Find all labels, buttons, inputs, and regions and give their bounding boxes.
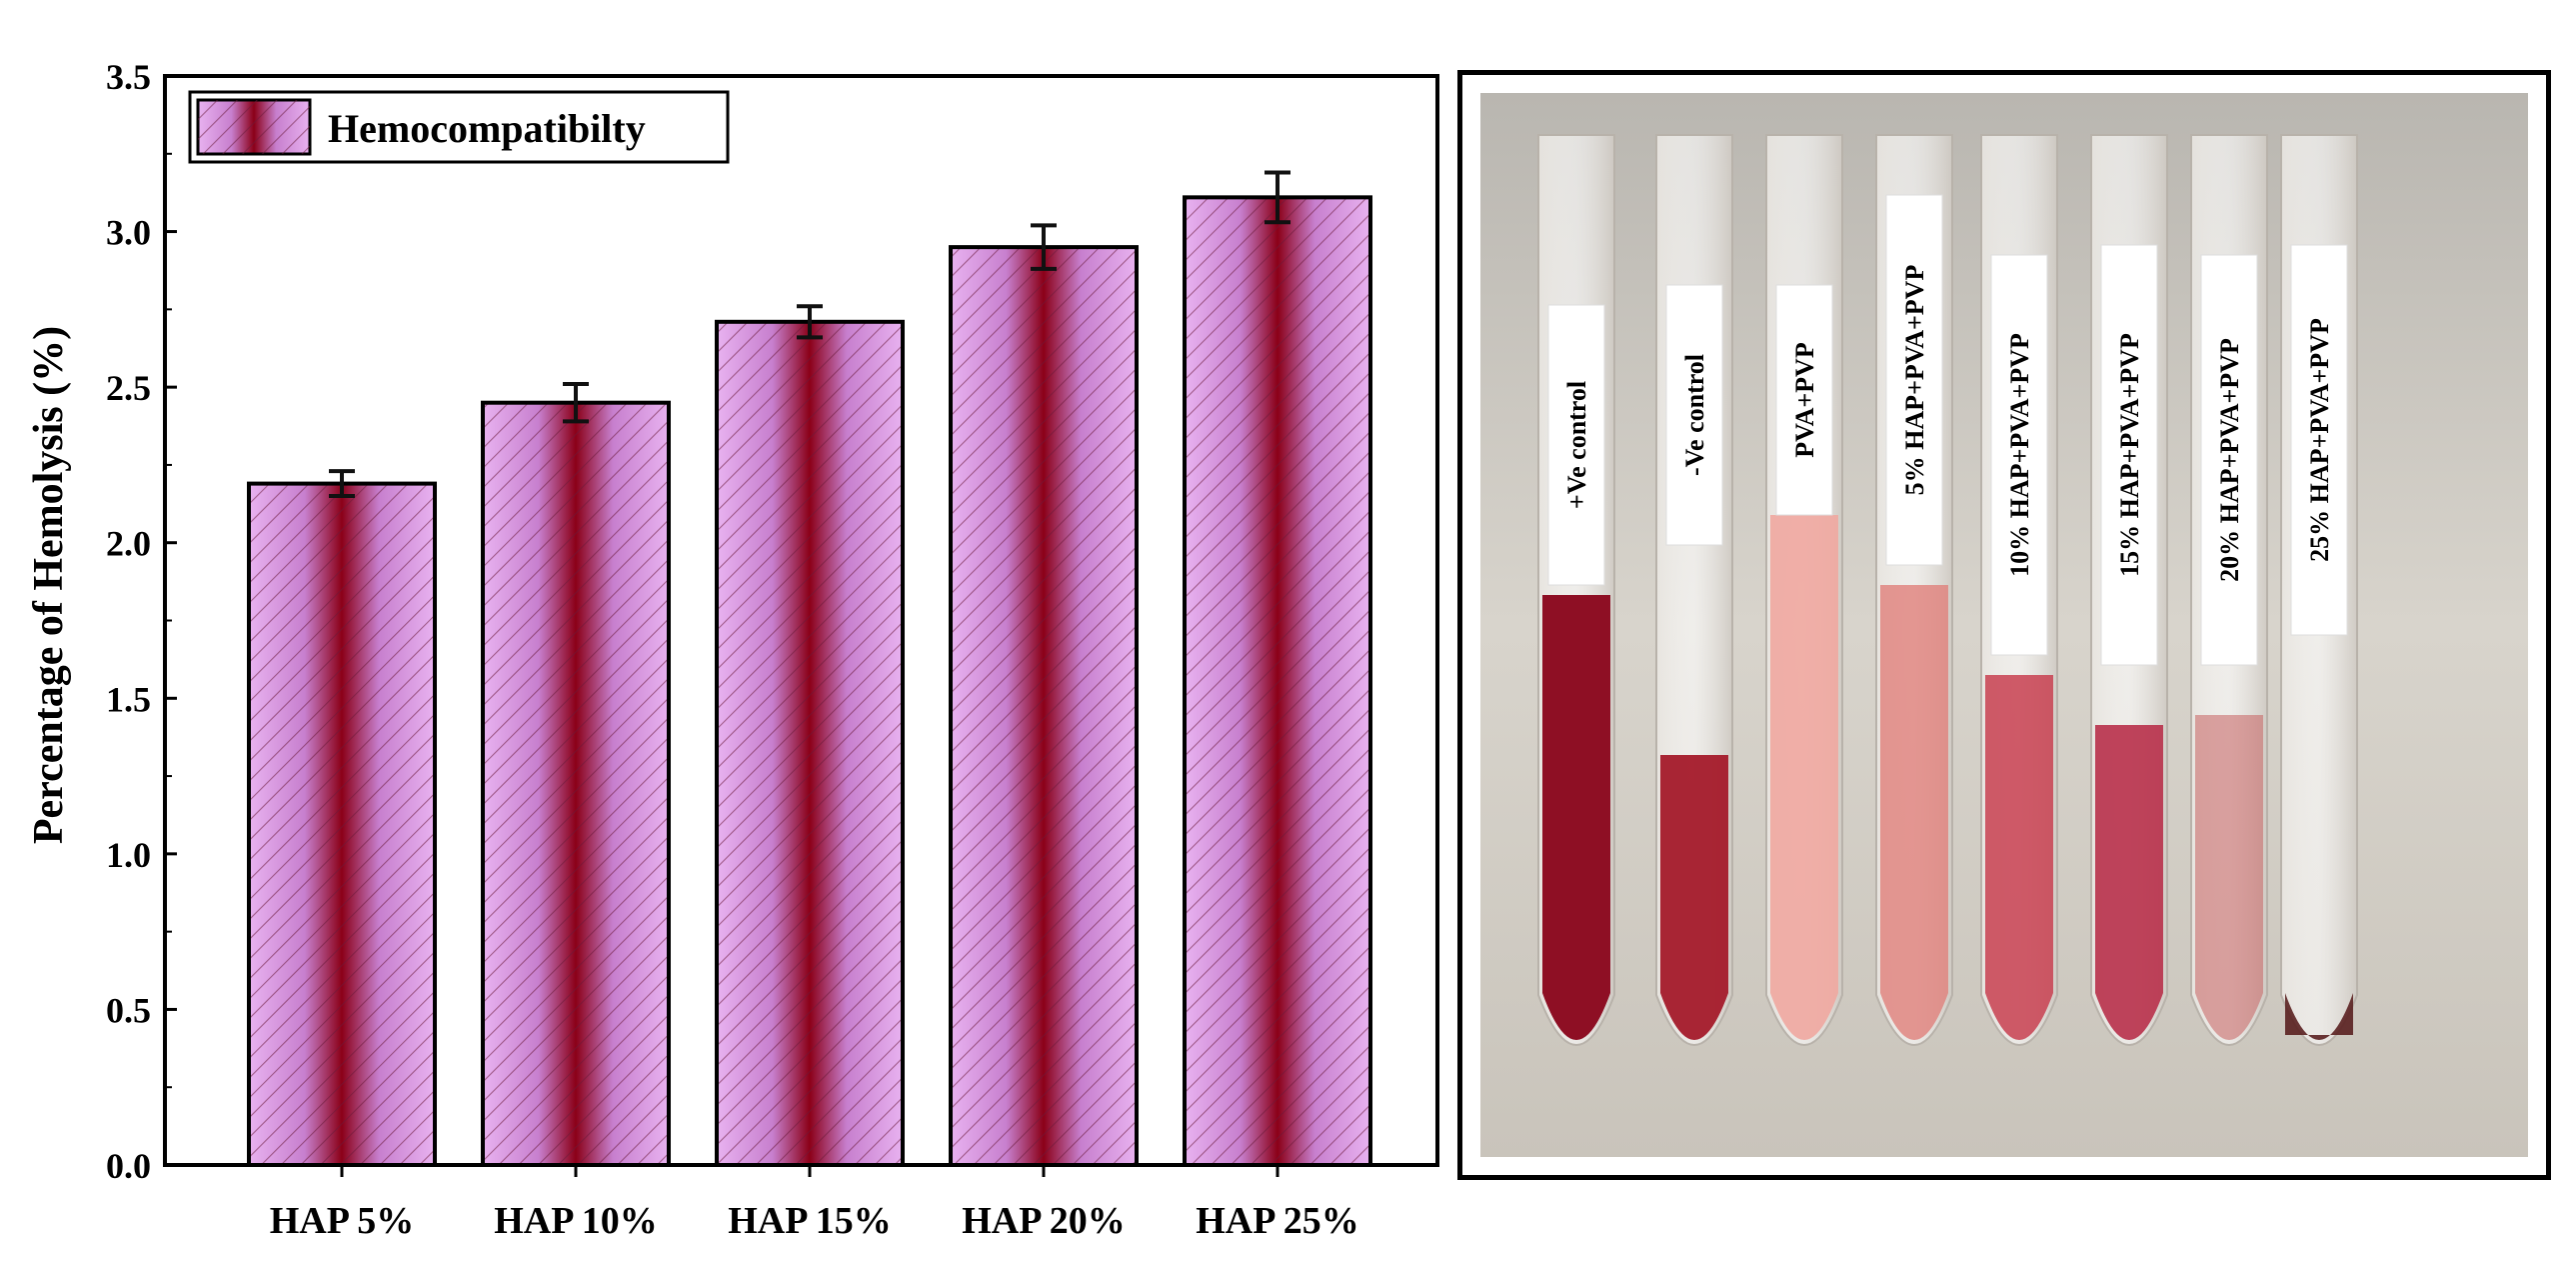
tube-liquid — [2285, 993, 2353, 1040]
tube-liquid — [1880, 585, 1948, 1040]
test-tube: PVA+PVP — [1765, 134, 1843, 1046]
tube-label: -Ve control — [1680, 354, 1709, 476]
tube-liquid — [1542, 595, 1610, 1040]
bar-hatch — [483, 402, 669, 1165]
y-tick-label: 3.0 — [106, 213, 151, 253]
tube-liquid — [1985, 675, 2053, 1040]
bar-hatch — [717, 321, 903, 1165]
test-tube: 25% HAP+PVA+PVP — [2280, 134, 2358, 1046]
tube-label: 5% HAP+PVA+PVP — [1900, 265, 1929, 496]
test-tube: 5% HAP+PVA+PVP — [1875, 134, 1953, 1046]
tube-label-sticker — [1547, 304, 1605, 586]
x-tick-label: HAP 5% — [270, 1200, 415, 1242]
test-tube: -Ve control — [1655, 134, 1733, 1046]
tube-label-sticker — [1885, 194, 1943, 566]
test-tube-photo-panel: +Ve control -Ve control PVA+PVP 5% HAP+PVA+… — [1457, 70, 2551, 1180]
tube-label-sticker — [1775, 284, 1833, 516]
tube-label: 25% HAP+PVA+PVP — [2305, 318, 2334, 562]
tube-liquid — [1770, 515, 1838, 1040]
tube-label: 15% HAP+PVA+PVP — [2115, 333, 2144, 577]
test-tube: 20% HAP+PVA+PVP — [2190, 134, 2268, 1046]
tube-label: +Ve control — [1562, 381, 1591, 509]
tube-label-sticker — [2200, 254, 2258, 666]
y-tick-label: 2.0 — [106, 524, 151, 564]
tube-liquid — [1660, 755, 1728, 1040]
legend: Hemocompatibilty — [188, 90, 730, 164]
y-tick-label: 2.5 — [106, 368, 151, 408]
y-axis-label: Percentage of Hemolysis (%) — [26, 326, 72, 844]
y-tick-label: 0.0 — [106, 1146, 151, 1186]
test-tube: 15% HAP+PVA+PVP — [2090, 134, 2168, 1046]
bar-hatch — [249, 483, 435, 1165]
test-tube-photo: +Ve control -Ve control PVA+PVP 5% HAP+PVA+… — [1480, 93, 2528, 1157]
x-tick-label: HAP 25% — [1196, 1200, 1359, 1242]
y-tick-label: 1.0 — [106, 835, 151, 875]
tube-label: 20% HAP+PVA+PVP — [2215, 338, 2244, 582]
tube-label-sticker — [1665, 284, 1723, 546]
tube-label-sticker — [2290, 244, 2348, 636]
tube-label-sticker — [2100, 244, 2158, 666]
y-tick-label: 0.5 — [106, 990, 151, 1030]
x-tick-label: HAP 15% — [728, 1200, 892, 1242]
bar-hatch — [1185, 197, 1370, 1166]
y-tick-label: 1.5 — [106, 679, 151, 719]
legend-swatch-hatch — [198, 100, 310, 154]
x-tick-label: HAP 10% — [494, 1200, 658, 1242]
tube-label-sticker — [1990, 254, 2048, 656]
legend-label: Hemocompatibilty — [328, 106, 646, 151]
x-tick-label: HAP 20% — [962, 1200, 1126, 1242]
tube-label: PVA+PVP — [1790, 342, 1819, 458]
hemolysis-bar-chart: Percentage of Hemolysis (%) 0.0 0.5 1.0 1.5… — [26, 57, 1439, 1242]
test-tube: +Ve control — [1537, 134, 1615, 1046]
tube-label: 10% HAP+PVA+PVP — [2005, 333, 2034, 577]
bar-hatch — [951, 247, 1137, 1166]
y-tick-label: 3.5 — [106, 57, 151, 97]
tube-liquid — [2095, 725, 2163, 1040]
test-tube: 10% HAP+PVA+PVP — [1980, 134, 2058, 1046]
tube-liquid — [2195, 715, 2263, 1040]
